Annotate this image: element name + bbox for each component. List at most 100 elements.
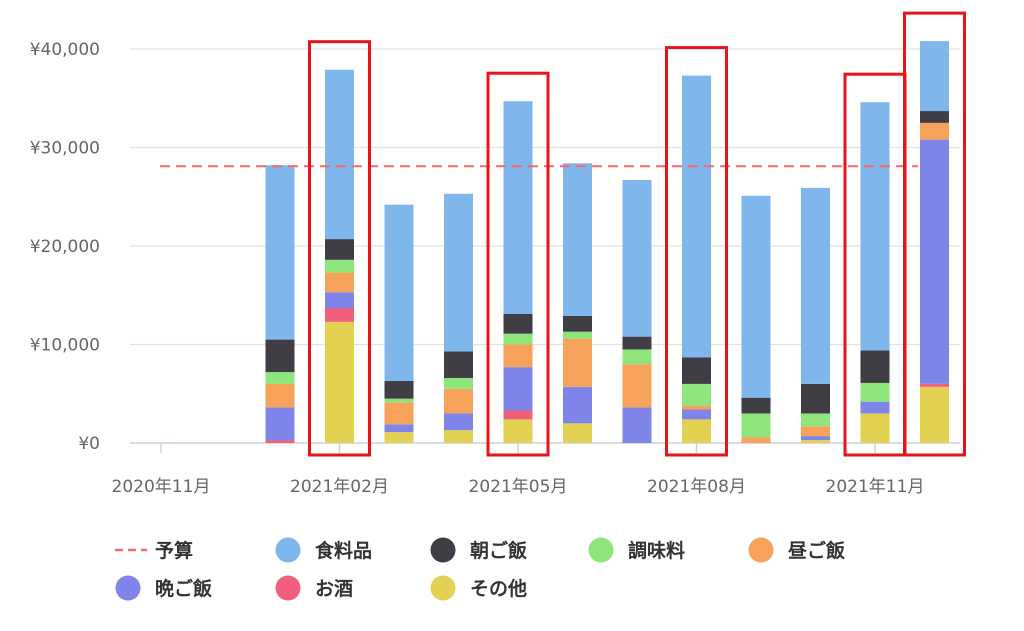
bar-segment: [801, 413, 830, 427]
bar-segment: [801, 383, 830, 414]
bar-segment: [860, 382, 890, 402]
bar-segment: [325, 321, 354, 443]
bar-segment: [682, 409, 711, 420]
y-axis-ticks: ¥0 ¥10,000 ¥20,000 ¥30,000 ¥40,000: [30, 40, 100, 454]
bar-segment: [682, 357, 711, 384]
bar-segment: [920, 41, 949, 112]
highlight-box: [486, 71, 550, 457]
bar-segment: [801, 187, 830, 384]
bar-segment: [265, 440, 295, 443]
bar-segment: [860, 102, 890, 351]
legend-dot-icon: [588, 537, 614, 563]
bar-segment: [265, 407, 295, 441]
highlight-layer: [308, 11, 966, 457]
y-tick-label: ¥30,000: [30, 139, 100, 159]
bar-segment: [801, 426, 830, 437]
y-tick-label: ¥0: [78, 434, 100, 454]
legend-label: 朝ご飯: [470, 539, 527, 562]
bar-segment: [682, 419, 711, 443]
bar-segment: [503, 367, 533, 411]
bar-segment: [444, 388, 473, 414]
bar-segment: [801, 436, 830, 441]
bar-segment: [563, 338, 592, 387]
legend-label: 予算: [155, 539, 193, 562]
legend-label: その他: [470, 577, 527, 600]
bar-segment: [265, 165, 295, 340]
bar-segment: [265, 339, 295, 373]
x-axis-ticks: 2020年11月 2021年02月 2021年05月 2021年08月 2021年11月: [112, 443, 925, 497]
bar-segment: [920, 383, 949, 387]
bar-segment: [503, 410, 533, 420]
bar-segment: [920, 111, 949, 123]
bar-segment: [325, 308, 354, 322]
bar-segment: [741, 195, 771, 398]
legend-label: 晩ご飯: [155, 577, 212, 600]
bar-segment: [503, 101, 533, 314]
bar-segment: [801, 440, 830, 443]
bar-segment: [384, 204, 414, 381]
legend-dot-icon: [430, 537, 456, 563]
bar-segment: [325, 292, 354, 309]
legend-dot-icon: [115, 575, 141, 601]
bar-segment: [325, 239, 354, 260]
bar-segment: [325, 259, 354, 273]
highlight-box: [665, 46, 728, 457]
highlight-box: [308, 40, 371, 457]
x-tick-label: 2021年02月: [290, 477, 389, 497]
x-tick-label: 2020年11月: [112, 477, 211, 497]
bar-segment: [741, 397, 771, 414]
legend-item: 調味料: [588, 537, 685, 563]
bar-segment: [860, 413, 890, 443]
bar-segment: [265, 383, 295, 408]
y-tick-label: ¥40,000: [30, 40, 100, 60]
bar-segment: [622, 364, 652, 408]
legend-dot-icon: [275, 575, 301, 601]
legend-item: お酒: [275, 575, 353, 601]
bar-segment: [444, 193, 473, 352]
bar-segment: [622, 336, 652, 350]
x-tick-label: 2021年11月: [826, 477, 925, 497]
legend-item: 昼ご飯: [748, 537, 845, 563]
bar-segment: [920, 139, 949, 384]
bar-segment: [503, 344, 533, 368]
bar-segment: [444, 351, 473, 378]
bar-segment: [622, 349, 652, 365]
grid-layer: [130, 48, 960, 444]
bar-segment: [682, 75, 711, 358]
bar-layer: [265, 41, 949, 443]
bar-segment: [384, 424, 414, 433]
bar-segment: [503, 419, 533, 443]
legend-dot-icon: [275, 537, 301, 563]
bar-segment: [444, 430, 473, 443]
bar-segment: [860, 401, 890, 414]
bar-segment: [920, 122, 949, 140]
bar-segment: [682, 405, 711, 410]
bar-segment: [384, 380, 414, 399]
bar-segment: [444, 413, 473, 431]
highlight-box: [903, 11, 966, 457]
bar-segment: [384, 398, 414, 403]
bar-segment: [444, 377, 473, 389]
bar-segment: [563, 163, 592, 316]
bar-segment: [563, 315, 592, 332]
bar-segment: [265, 372, 295, 384]
legend-label: 調味料: [628, 539, 685, 562]
bar-segment: [741, 413, 771, 438]
legend-item: 予算: [115, 539, 193, 562]
bar-segment: [503, 313, 533, 334]
bar-segment: [325, 272, 354, 293]
y-tick-label: ¥10,000: [30, 336, 100, 356]
legend-label: 昼ご飯: [788, 539, 845, 562]
legend-label: 食料品: [315, 539, 372, 562]
bar-segment: [622, 180, 652, 337]
bar-segment: [741, 437, 771, 443]
x-tick-label: 2021年05月: [469, 477, 568, 497]
bar-segment: [384, 432, 414, 443]
bar-segment: [682, 383, 711, 406]
bar-segment: [384, 402, 414, 425]
bar-segment: [622, 407, 652, 443]
legend-dot-icon: [430, 575, 456, 601]
